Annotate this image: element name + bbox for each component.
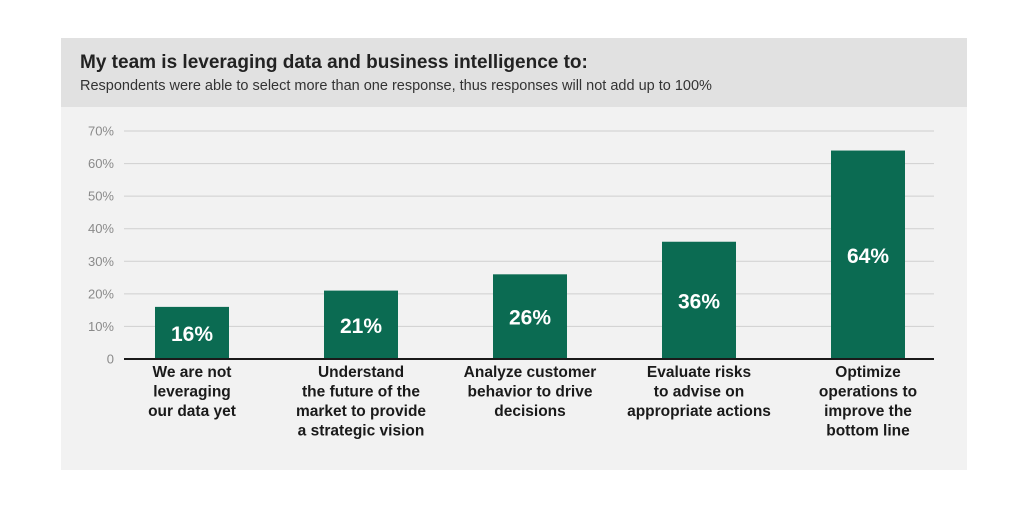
- category-label-line: behavior to drive: [468, 384, 593, 401]
- chart-header: My team is leveraging data and business …: [61, 38, 967, 107]
- category-label-line: the future of the: [302, 384, 420, 401]
- category-label-line: Analyze customer: [464, 364, 597, 381]
- y-tick-label: 60%: [88, 156, 114, 171]
- bar: [493, 274, 567, 359]
- y-tick-label: 50%: [88, 189, 114, 204]
- category-label: Understand the future of the market to pro…: [296, 364, 426, 440]
- chart-title: My team is leveraging data and business …: [80, 52, 588, 73]
- bar-value-label: 16%: [171, 323, 213, 346]
- category-label-line: decisions: [494, 403, 566, 420]
- category-label-line: Evaluate risks: [647, 364, 751, 381]
- bar: [155, 306, 229, 359]
- bar: [324, 290, 398, 359]
- y-tick-label: 40%: [88, 221, 114, 236]
- bar-value-label: 26%: [509, 307, 551, 330]
- category-label: Optimize operations to improve the bottom l…: [819, 364, 917, 440]
- y-tick-label: 10%: [88, 319, 114, 334]
- category-label-line: improve the: [824, 403, 912, 420]
- y-tick-label: 30%: [88, 254, 114, 269]
- y-tick-label: 0: [107, 352, 114, 367]
- category-label-line: our data yet: [148, 403, 236, 420]
- category-label-line: operations to: [819, 384, 917, 401]
- category-label-line: market to provide: [296, 403, 426, 420]
- bar-value-label: 64%: [847, 245, 889, 268]
- category-label: We are not leveraging our data yet: [148, 364, 236, 420]
- y-tick-label: 70%: [88, 124, 114, 139]
- bar-value-label: 36%: [678, 290, 720, 313]
- category-label-line: appropriate actions: [627, 403, 771, 420]
- chart-card: My team is leveraging data and business …: [61, 38, 967, 470]
- bar-value-label: 21%: [340, 315, 382, 338]
- bar: [831, 150, 905, 359]
- chart-subtitle: Respondents were able to select more tha…: [80, 78, 712, 94]
- y-tick-label: 20%: [88, 286, 114, 301]
- category-label: Analyze customer behavior to drive decisio…: [464, 364, 597, 420]
- category-label-line: to advise on: [654, 384, 744, 401]
- category-label: Evaluate risks to advise on appropriate ac…: [627, 364, 771, 420]
- bar: [662, 241, 736, 359]
- category-label-line: We are not: [153, 364, 232, 381]
- category-label-line: Understand: [318, 364, 404, 381]
- category-label-line: a strategic vision: [298, 423, 425, 440]
- category-label-line: leveraging: [153, 384, 231, 401]
- category-label-line: Optimize: [835, 364, 901, 381]
- category-label-line: bottom line: [826, 423, 910, 440]
